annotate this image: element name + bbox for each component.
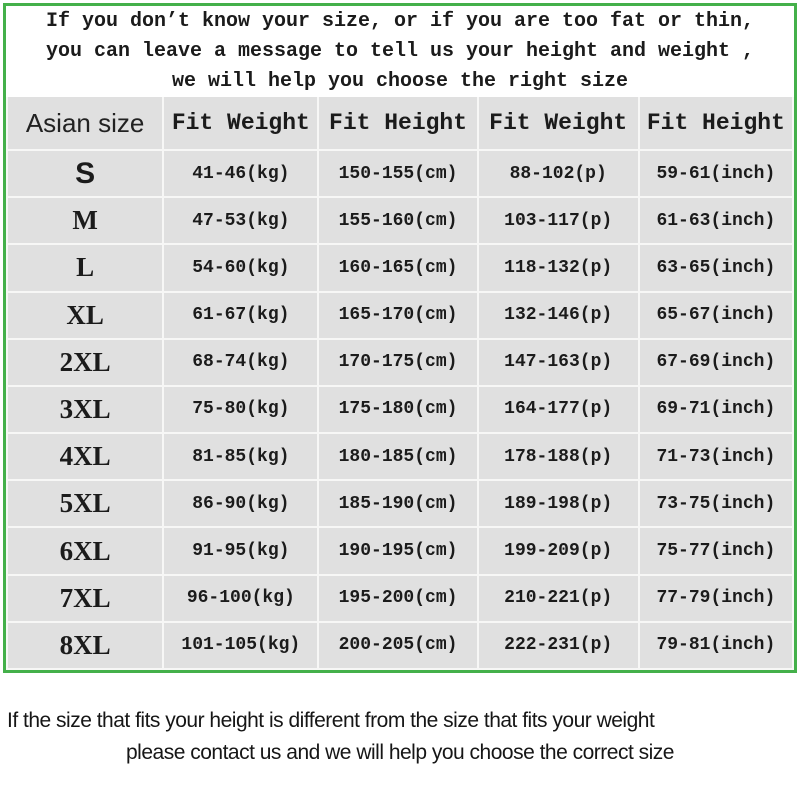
table-cell: 165-170(cm) (319, 292, 477, 338)
intro-line: If you don’t know your size, or if you a… (45, 9, 755, 33)
table-cell: 88-102(p) (478, 151, 638, 197)
table-cell: 210-221(p) (478, 575, 638, 621)
table-cell: 69-71(inch) (639, 386, 792, 433)
table-cell: 118-132(p) (478, 245, 638, 291)
table-cell: 189-198(p) (478, 481, 638, 527)
size-table: Asian size Fit Weight Fit Height Fit Wei… (6, 97, 794, 670)
table-cell: 160-165(cm) (319, 245, 477, 291)
intro-note: If you don’t know your size, or if you a… (6, 6, 794, 97)
table-cell: 77-79(inch) (639, 575, 792, 621)
size-chart-panel: If you don’t know your size, or if you a… (3, 3, 797, 673)
table-cell: 103-117(p) (478, 198, 638, 244)
table-cell: 68-74(kg) (164, 339, 318, 385)
column-header-fit-height-cm: Fit Height (319, 97, 477, 149)
table-cell: 200-205(cm) (319, 622, 477, 668)
table-cell: 164-177(p) (478, 386, 638, 433)
table-cell: 54-60(kg) (164, 245, 318, 291)
table-cell: 155-160(cm) (319, 198, 477, 244)
table-cell: 185-190(cm) (319, 481, 477, 527)
table-cell: 86-90(kg) (164, 481, 318, 527)
table-cell: 65-67(inch) (639, 292, 792, 338)
table-cell: 81-85(kg) (164, 434, 318, 480)
table-cell: 63-65(inch) (639, 245, 792, 291)
table-cell: 199-209(p) (478, 528, 638, 574)
column-header-fit-weight-kg: Fit Weight (164, 97, 318, 149)
table-cell: 75-80(kg) (164, 386, 318, 433)
table-cell: 79-81(inch) (639, 622, 792, 668)
table-cell: 73-75(inch) (639, 481, 792, 527)
table-cell: 91-95(kg) (164, 528, 318, 574)
intro-line: we will help you choose the right size (171, 69, 629, 93)
table-cell: 170-175(cm) (319, 339, 477, 385)
table-cell: 41-46(kg) (164, 151, 318, 197)
size-cell: M (8, 198, 163, 244)
table-cell: 67-69(inch) (639, 339, 792, 385)
column-header-asian-size: Asian size (8, 97, 163, 149)
footer-note: If the size that fits your height is dif… (0, 705, 800, 769)
intro-line: you can leave a message to tell us your … (45, 39, 755, 63)
table-cell: 190-195(cm) (319, 528, 477, 574)
size-cell: 5XL (8, 481, 163, 527)
table-cell: 96-100(kg) (164, 575, 318, 621)
column-header-fit-height-inch: Fit Height (639, 97, 792, 149)
table-cell: 147-163(p) (478, 339, 638, 385)
table-cell: 180-185(cm) (319, 434, 477, 480)
size-cell: XL (8, 292, 163, 338)
footer-line: If the size that fits your height is dif… (7, 709, 655, 732)
size-cell: 6XL (8, 528, 163, 574)
column-header-fit-weight-p: Fit Weight (478, 97, 638, 149)
table-cell: 59-61(inch) (639, 151, 792, 197)
table-cell: 47-53(kg) (164, 198, 318, 244)
footer-line: please contact us and we will help you c… (126, 741, 675, 764)
table-cell: 178-188(p) (478, 434, 638, 480)
size-cell: 4XL (8, 434, 163, 480)
table-cell: 101-105(kg) (164, 622, 318, 668)
size-cell: 7XL (8, 575, 163, 621)
table-cell: 61-67(kg) (164, 292, 318, 338)
table-cell: 71-73(inch) (639, 434, 792, 480)
table-cell: 195-200(cm) (319, 575, 477, 621)
size-cell: 3XL (8, 386, 163, 433)
table-cell: 150-155(cm) (319, 151, 477, 197)
table-cell: 222-231(p) (478, 622, 638, 668)
table-cell: 175-180(cm) (319, 386, 477, 433)
size-cell: 8XL (8, 622, 163, 668)
table-cell: 61-63(inch) (639, 198, 792, 244)
size-cell: L (8, 245, 163, 291)
table-cell: 132-146(p) (478, 292, 638, 338)
size-cell: 2XL (8, 339, 163, 385)
size-cell: S (8, 151, 163, 197)
table-cell: 75-77(inch) (639, 528, 792, 574)
